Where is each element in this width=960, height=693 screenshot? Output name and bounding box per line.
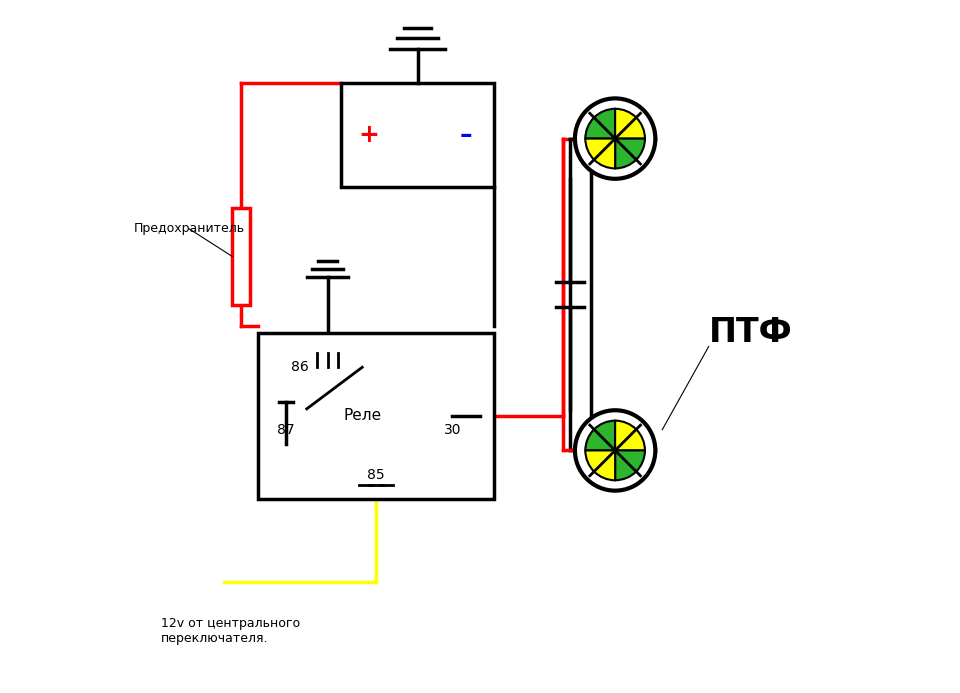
Bar [258,333,493,499]
Wedge shape [615,421,645,450]
Text: 87: 87 [277,423,295,437]
Text: 85: 85 [368,468,385,482]
Text: ПТФ: ПТФ [708,316,792,349]
Circle shape [575,410,656,491]
Text: 12v от центрального
переключателя.: 12v от центрального переключателя. [161,617,300,644]
Wedge shape [586,139,615,168]
Bar [232,208,250,305]
Text: 30: 30 [444,423,461,437]
Wedge shape [615,109,645,139]
Wedge shape [586,421,615,450]
Text: Предохранитель: Предохранитель [133,222,245,235]
Text: 86: 86 [291,360,309,374]
Bar [342,83,493,187]
Text: +: + [359,123,379,147]
Wedge shape [615,139,645,168]
Text: Реле: Реле [343,408,381,423]
Wedge shape [586,450,615,480]
Wedge shape [586,109,615,139]
Circle shape [575,98,656,179]
Wedge shape [615,450,645,480]
Text: –: – [460,123,472,147]
